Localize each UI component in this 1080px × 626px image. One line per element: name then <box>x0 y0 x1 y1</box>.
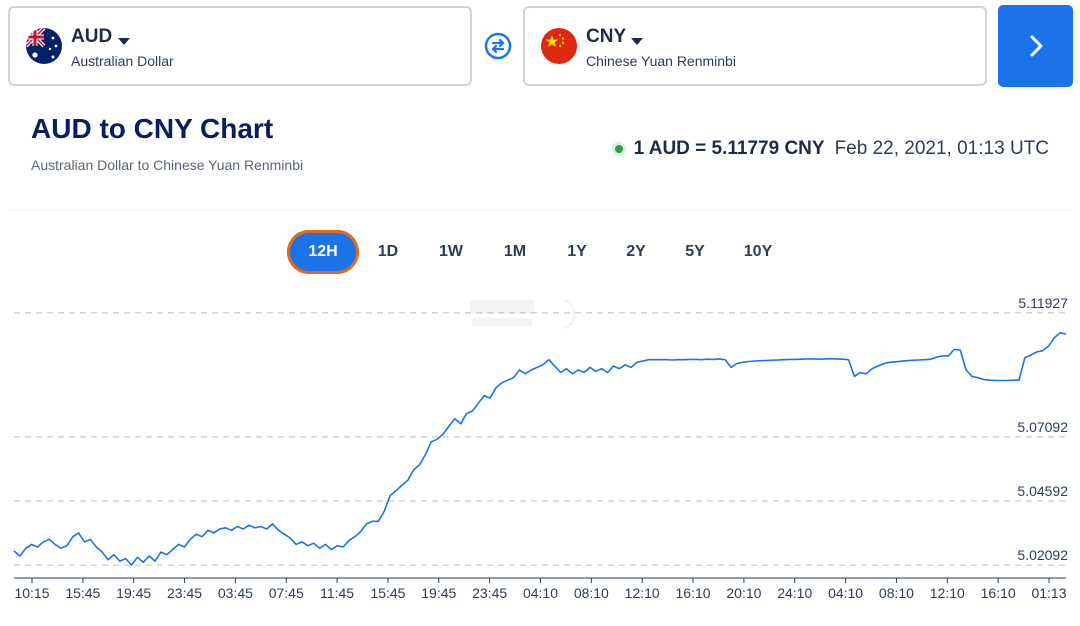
from-currency-name: Australian Dollar <box>71 53 174 69</box>
rate-timestamp: Feb 22, 2021, 01:13 UTC <box>834 138 1049 159</box>
from-currency-code: AUD <box>71 26 113 47</box>
australia-flag-icon <box>26 28 62 64</box>
page-subtitle: Australian Dollar to Chinese Yuan Renmin… <box>31 157 304 173</box>
x-tick-label: 19:45 <box>116 585 151 601</box>
y-tick-label: 5.02092 <box>1017 547 1068 563</box>
range-tab-1m[interactable]: 1M <box>503 243 527 260</box>
x-tick-label: 16:10 <box>981 585 1016 601</box>
x-tick-label: 08:10 <box>574 585 609 601</box>
live-rate: 1 AUD = 5.11779 CNY Feb 22, 2021, 01:13 … <box>611 138 1049 160</box>
page-title: AUD to CNY Chart <box>31 113 274 144</box>
x-tick-label: 04:10 <box>523 585 558 601</box>
x-tick-label: 03:45 <box>218 585 253 601</box>
x-tick-label: 24:10 <box>777 585 812 601</box>
range-tabs: 12H 1D 1W 1M 1Y 2Y 5Y 10Y <box>0 230 1080 274</box>
range-tab-1y[interactable]: 1Y <box>567 243 587 260</box>
range-tab-10y[interactable]: 10Y <box>743 243 773 260</box>
to-currency-name: Chinese Yuan Renminbi <box>586 53 736 69</box>
x-tick-label: 07:45 <box>269 585 304 601</box>
y-tick-label: 5.04592 <box>1017 483 1068 499</box>
china-flag-icon <box>541 28 577 64</box>
range-tab-2y[interactable]: 2Y <box>626 243 646 260</box>
rate-line-chart: 5.11927 5.07092 5.04592 5.02092 10:15 15:45 19… <box>13 295 1068 601</box>
x-tick-label: 10:15 <box>14 585 49 601</box>
to-currency-picker[interactable]: CNY Chinese Yuan Renminbi <box>523 6 987 86</box>
x-tick-label: 19:45 <box>421 585 456 601</box>
x-tick-label: 23:45 <box>167 585 202 601</box>
x-tick-label: 23:45 <box>472 585 507 601</box>
x-tick-label: 15:45 <box>370 585 405 601</box>
range-tab-1w[interactable]: 1W <box>439 243 463 260</box>
x-tick-label: 04:10 <box>828 585 863 601</box>
x-tick-label: 12:10 <box>625 585 660 601</box>
chevron-right-icon <box>1030 35 1042 57</box>
x-tick-label: 15:45 <box>65 585 100 601</box>
range-tab-1d[interactable]: 1D <box>377 243 399 260</box>
x-tick-label: 12:10 <box>930 585 965 601</box>
chevron-down-icon[interactable] <box>118 38 130 45</box>
live-status-icon <box>611 142 626 156</box>
swap-currencies-icon[interactable] <box>484 32 512 60</box>
series-line <box>13 332 1067 566</box>
y-tick-label: 5.11927 <box>1018 295 1068 311</box>
x-tick-label: 20:10 <box>726 585 761 601</box>
rate-value: 1 AUD = 5.11779 CNY <box>633 138 825 159</box>
range-tab-12h[interactable]: 12H <box>287 230 359 274</box>
chevron-down-icon[interactable] <box>631 38 643 45</box>
divider <box>8 209 1072 210</box>
to-currency-code: CNY <box>586 26 627 47</box>
watermark-logo-icon <box>466 294 586 334</box>
range-tab-5y[interactable]: 5Y <box>685 243 705 260</box>
y-tick-label: 5.07092 <box>1017 419 1068 435</box>
x-tick-label: 11:45 <box>320 585 354 601</box>
x-tick-label: 08:10 <box>879 585 914 601</box>
convert-button[interactable] <box>998 5 1073 87</box>
x-tick-label: 01:13 <box>1031 585 1066 601</box>
from-currency-picker[interactable]: AUD Australian Dollar <box>8 6 472 86</box>
x-tick-label: 16:10 <box>676 585 711 601</box>
